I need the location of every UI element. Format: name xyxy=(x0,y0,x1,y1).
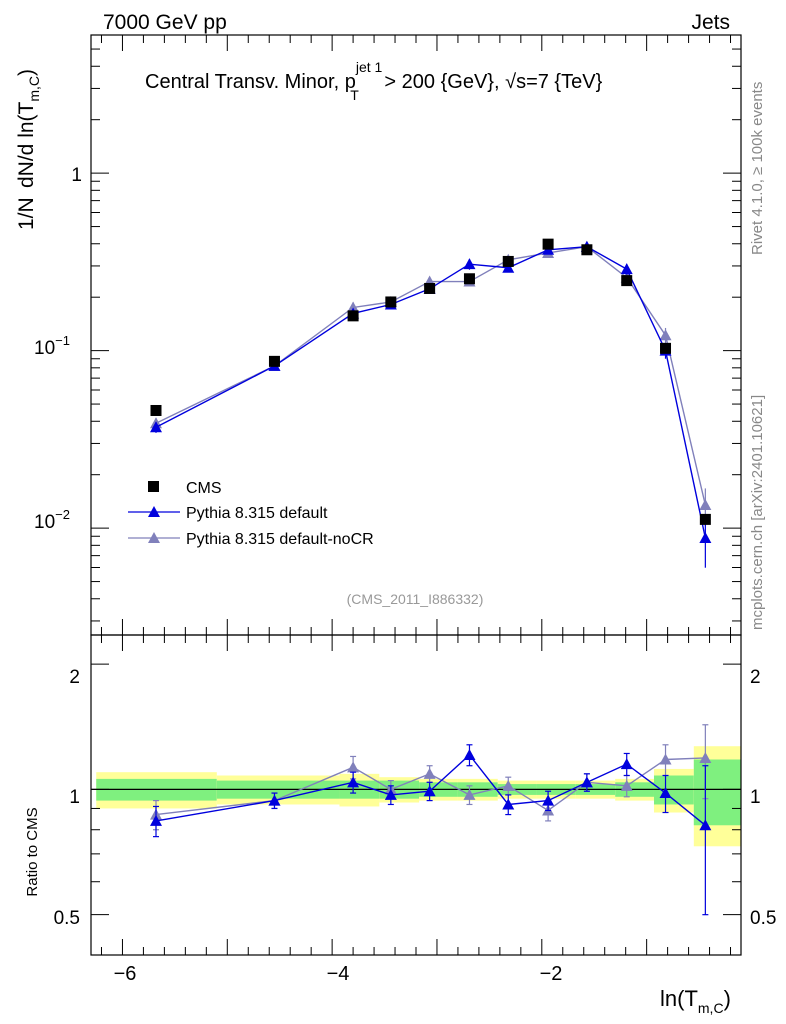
legend-label-nocr: Pythia 8.315 default-noCR xyxy=(186,531,374,548)
main-point-nocr-10 xyxy=(659,329,672,341)
ratio-point-default-8 xyxy=(580,776,593,788)
ratio-uncertainty-bands xyxy=(91,746,741,847)
main-point-cms-0 xyxy=(150,404,162,416)
ratio-line-default xyxy=(155,753,706,826)
main-point-cms-6 xyxy=(502,255,514,267)
band-inner-11 xyxy=(693,759,741,826)
main-ylabel-left: 1/N xyxy=(15,197,38,230)
title-part-1: Central Transv. Minor, p xyxy=(145,71,356,93)
main-point-cms-2 xyxy=(347,310,359,322)
ratio-point-nocr-6 xyxy=(502,779,515,791)
ratio-point-default-9 xyxy=(620,758,633,770)
mcplots-label: mcplots.cern.ch [arXiv:2401.10621] xyxy=(749,395,766,630)
ratio-point-default-10 xyxy=(659,787,672,799)
main-line-default xyxy=(155,245,707,539)
legend-marker-nocr xyxy=(148,532,160,543)
ratio-ylabel: Ratio to CMS xyxy=(24,807,41,896)
title-sub: T xyxy=(350,87,359,103)
ratio-ytick-0.5-right: 0.5 xyxy=(750,908,776,929)
ratio-ytick-1-left: 1 xyxy=(69,787,80,808)
xlabel: ln(Tm,C) xyxy=(660,986,731,1016)
main-point-cms-11 xyxy=(699,513,711,525)
main-point-cms-9 xyxy=(621,275,633,287)
ylabel-main-part: dN/d ln(T xyxy=(15,101,38,188)
main-point-cms-4 xyxy=(424,282,436,294)
ratio-point-nocr-4 xyxy=(423,767,436,779)
ratio-point-default-11 xyxy=(699,819,712,831)
ratio-point-nocr-2 xyxy=(347,761,360,773)
legend-label-cms: CMS xyxy=(186,480,222,497)
main-point-nocr-11 xyxy=(699,498,712,510)
axis-ticks xyxy=(91,34,741,955)
ratio-point-default-2 xyxy=(347,776,360,788)
main-point-cms-10 xyxy=(660,342,672,354)
ytick-label-0.1: 10−1 xyxy=(34,333,70,359)
main-title: Central Transv. Minor, pjet 1 T > 200 {Ge… xyxy=(145,59,603,103)
main-point-cms-8 xyxy=(581,244,593,256)
main-line-nocr xyxy=(155,245,707,506)
main-point-cms-3 xyxy=(385,296,397,308)
ratio-point-nocr-11 xyxy=(699,751,712,763)
ratio-ytick-1-right: 1 xyxy=(750,787,761,808)
ratio-point-default-6 xyxy=(502,798,515,810)
xtick-label-m6: −6 xyxy=(114,963,137,985)
main-point-nocr-2 xyxy=(347,301,360,313)
ylabel-sub: m,C xyxy=(26,76,42,102)
ratio-point-default-3 xyxy=(384,788,397,800)
ratio-point-default-1 xyxy=(268,794,281,806)
title-part-3: s=7 {TeV} xyxy=(516,71,603,93)
ratio-point-default-5 xyxy=(463,748,476,760)
main-ylabel: dN/d ln(Tm,C) xyxy=(15,69,42,188)
ratio-point-default-0 xyxy=(150,814,162,826)
ratio-line-nocr xyxy=(155,757,706,816)
legend-label-default: Pythia 8.315 default xyxy=(186,505,328,522)
header-right-label: Jets xyxy=(691,11,730,34)
title-sqrt: √ xyxy=(505,71,516,93)
ratio-ytick-2-left: 2 xyxy=(69,667,80,688)
main-point-default-11 xyxy=(699,531,712,543)
main-point-cms-7 xyxy=(542,238,554,250)
ratio-ytick-2-right: 2 xyxy=(750,667,761,688)
ratio-point-nocr-9 xyxy=(620,779,633,791)
analysis-id: (CMS_2011_I886332) xyxy=(347,591,484,607)
ratio-point-default-4 xyxy=(423,785,436,797)
main-point-default-6 xyxy=(502,261,515,273)
main-point-default-0 xyxy=(150,421,162,433)
main-point-default-9 xyxy=(620,263,633,275)
title-sup: jet 1 xyxy=(355,59,383,75)
ratio-panel-frame xyxy=(90,634,742,956)
main-point-cms-1 xyxy=(268,355,280,367)
main-point-cms-5 xyxy=(463,273,475,285)
header-left-label: 7000 GeV pp xyxy=(103,11,227,34)
title-part-2: > 200 {GeV}, xyxy=(379,71,505,93)
main-point-default-5 xyxy=(463,258,476,270)
ylabel-close: ) xyxy=(15,69,38,76)
ytick-label-0.01: 10−2 xyxy=(34,507,70,533)
ytick-label-1: 1 xyxy=(71,165,82,186)
rivet-label: Rivet 4.1.0, ≥ 100k events xyxy=(749,82,766,255)
ratio-point-nocr-5 xyxy=(463,788,476,800)
data-series xyxy=(150,238,712,916)
xtick-label-m2: −2 xyxy=(540,963,563,985)
xtick-label-m4: −4 xyxy=(327,963,350,985)
ratio-point-default-7 xyxy=(542,794,555,806)
legend: CMS Pythia 8.315 default Pythia 8.315 de… xyxy=(128,480,374,548)
ratio-ytick-0.5-left: 0.5 xyxy=(54,908,80,929)
ratio-point-nocr-10 xyxy=(659,753,672,765)
legend-marker-default xyxy=(148,506,160,517)
legend-marker-cms xyxy=(148,481,159,492)
